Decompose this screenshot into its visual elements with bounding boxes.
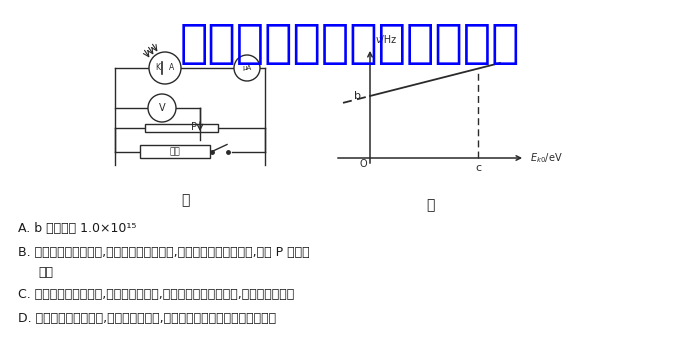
Text: V: V <box>159 103 165 113</box>
Text: 调节: 调节 <box>38 266 53 278</box>
Text: ν/Hz: ν/Hz <box>376 35 397 45</box>
Circle shape <box>149 52 181 84</box>
Text: D. 当电源右端为正极时,若电流计有示数,则流过电流计的电流方向由上到下: D. 当电源右端为正极时,若电流计有示数,则流过电流计的电流方向由上到下 <box>18 312 276 325</box>
Text: C. 当电源右端为正极时,电流计示数为零,则增大该人射光的光强,电流计会有示数: C. 当电源右端为正极时,电流计示数为零,则增大该人射光的光强,电流计会有示数 <box>18 288 294 300</box>
Text: A. b 的数值为 1.0×10¹⁵: A. b 的数值为 1.0×10¹⁵ <box>18 221 136 235</box>
Text: B. 当电源左端为正极时,若增大人射光的频率,要使电流计的示数为零,滑片 P 应向右: B. 当电源左端为正极时,若增大人射光的频率,要使电流计的示数为零,滑片 P 应… <box>18 246 309 258</box>
Text: 微信公众号关注：趣找答案: 微信公众号关注：趣找答案 <box>180 22 520 67</box>
Text: c: c <box>475 163 481 173</box>
Text: 电源: 电源 <box>169 147 181 156</box>
Text: O: O <box>359 159 367 169</box>
Text: P: P <box>191 122 197 132</box>
Text: A: A <box>169 63 174 72</box>
Text: μA: μA <box>242 65 251 71</box>
Bar <box>140 145 210 158</box>
Text: 乙: 乙 <box>426 198 434 212</box>
Circle shape <box>148 94 176 122</box>
Circle shape <box>234 55 260 81</box>
Text: 甲: 甲 <box>181 193 189 207</box>
Text: b: b <box>354 91 361 101</box>
Text: K: K <box>155 63 160 72</box>
Bar <box>145 124 218 132</box>
Text: $E_{k0}$/eV: $E_{k0}$/eV <box>530 151 563 165</box>
